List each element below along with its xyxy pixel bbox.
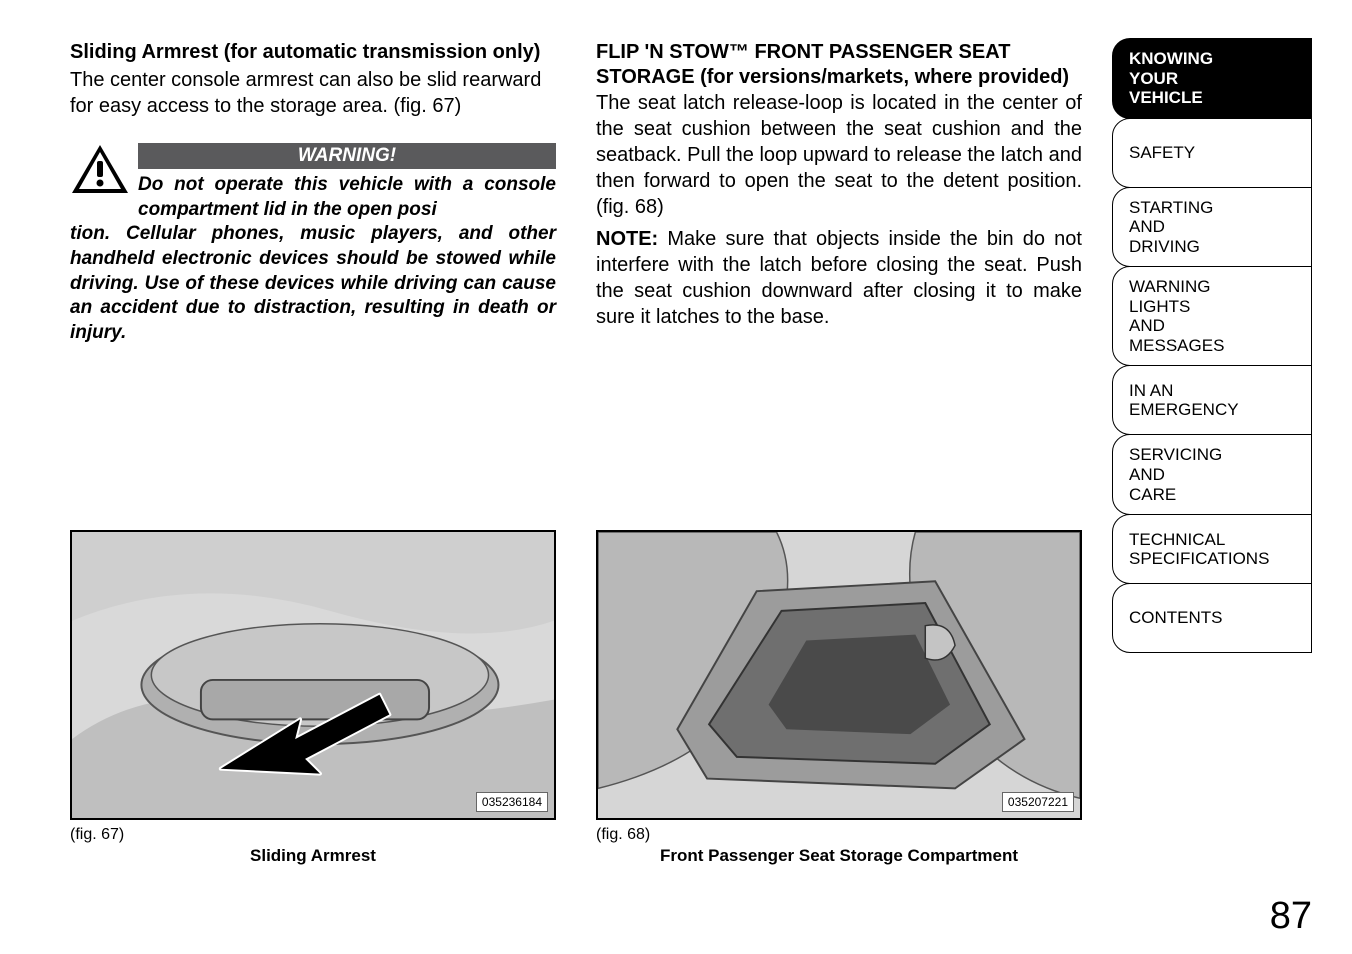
sidebar-item-label: TECHNICAL SPECIFICATIONS xyxy=(1129,530,1269,569)
sidebar-item-label: KNOWING YOUR VEHICLE xyxy=(1129,49,1213,108)
sidebar-item-label: SERVICING AND CARE xyxy=(1129,445,1222,504)
sidebar-item-technical-specifications[interactable]: TECHNICAL SPECIFICATIONS xyxy=(1112,514,1312,584)
right-heading: FLIP 'N STOW™ FRONT PASSENGER SEAT STORA… xyxy=(596,40,1082,90)
figures-area: 035236184 (fig. 67) Sliding Armrest 0352… xyxy=(70,530,1082,866)
sidebar-item-label: CONTENTS xyxy=(1129,608,1223,628)
left-subheading: Sliding Armrest (for automatic transmiss… xyxy=(70,40,556,65)
left-para: The center console armrest can also be s… xyxy=(70,67,556,119)
note-label: NOTE: xyxy=(596,228,658,250)
sidebar-item-contents[interactable]: CONTENTS xyxy=(1112,583,1312,653)
warning-continuation: tion. Cellular phones, music players, an… xyxy=(70,222,556,345)
right-note: NOTE: Make sure that objects inside the … xyxy=(596,226,1082,330)
fig67-num: (fig. 67) xyxy=(70,826,556,844)
warning-triangle-icon xyxy=(70,143,130,195)
figure-68-col: 035207221 (fig. 68) Front Passenger Seat… xyxy=(596,530,1082,866)
figure-68-image: 035207221 xyxy=(596,530,1082,820)
warning-header-col: WARNING! Do not operate this vehicle wit… xyxy=(138,143,556,222)
sidebar-item-starting-and-driving[interactable]: STARTING AND DRIVING xyxy=(1112,187,1312,268)
sidebar-item-label: SAFETY xyxy=(1129,143,1195,163)
warning-lead-in: Do not operate this vehicle with a con­s… xyxy=(138,173,556,222)
fig68-illustration xyxy=(598,532,1080,818)
sidebar-item-label: WARNING LIGHTS AND MESSAGES xyxy=(1129,277,1224,355)
sidebar-item-warning-lights-and-messages[interactable]: WARNING LIGHTS AND MESSAGES xyxy=(1112,266,1312,366)
fig67-title: Sliding Armrest xyxy=(70,846,556,866)
note-body: Make sure that objects inside the bin do… xyxy=(596,228,1082,328)
page-number: 87 xyxy=(1270,895,1312,938)
sidebar-item-label: IN AN EMERGENCY xyxy=(1129,381,1239,420)
left-column: Sliding Armrest (for automatic transmiss… xyxy=(70,40,556,346)
sidebar-item-in-an-emergency[interactable]: IN AN EMERGENCY xyxy=(1112,365,1312,435)
fig68-title: Front Passenger Seat Storage Compartment xyxy=(596,846,1082,866)
sidebar-item-label: STARTING AND DRIVING xyxy=(1129,198,1213,257)
right-column: FLIP 'N STOW™ FRONT PASSENGER SEAT STORA… xyxy=(596,40,1082,346)
warning-icon-wrap xyxy=(70,143,130,200)
fig68-label: 035207221 xyxy=(1002,792,1074,812)
right-para1: The seat latch release-loop is located i… xyxy=(596,90,1082,220)
fig68-num: (fig. 68) xyxy=(596,826,1082,844)
sidebar-item-knowing-your-vehicle[interactable]: KNOWING YOUR VEHICLE xyxy=(1112,38,1312,119)
warning-header-row: WARNING! Do not operate this vehicle wit… xyxy=(70,143,556,222)
sidebar-item-servicing-and-care[interactable]: SERVICING AND CARE xyxy=(1112,434,1312,515)
figure-67-image: 035236184 xyxy=(70,530,556,820)
warning-box: WARNING! Do not operate this vehicle wit… xyxy=(70,143,556,346)
warning-title: WARNING! xyxy=(138,143,556,169)
sidebar-nav: KNOWING YOUR VEHICLE SAFETY STARTING AND… xyxy=(1112,38,1312,652)
content-area: Sliding Armrest (for automatic transmiss… xyxy=(70,40,1082,346)
fig67-illustration xyxy=(72,532,554,818)
figure-67-col: 035236184 (fig. 67) Sliding Armrest xyxy=(70,530,556,866)
sidebar-item-safety[interactable]: SAFETY xyxy=(1112,118,1312,188)
fig67-label: 035236184 xyxy=(476,792,548,812)
